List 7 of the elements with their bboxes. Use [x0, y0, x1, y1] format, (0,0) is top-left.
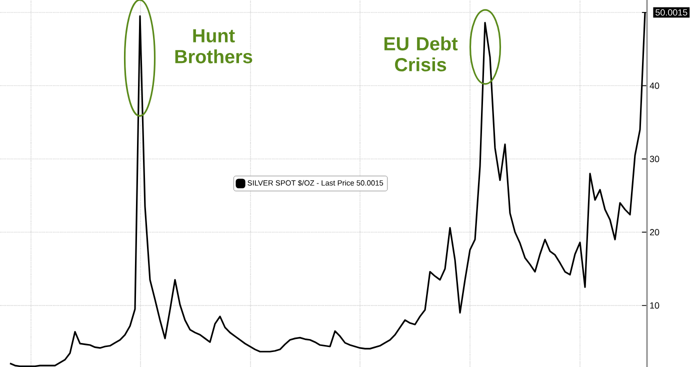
y-tick-label: 40	[650, 82, 660, 89]
annotation: Hunt Brothers	[175, 29, 252, 64]
annotation: EU Debt Crisis	[384, 36, 458, 72]
y-tick-label: 30	[650, 156, 660, 162]
text: 50.0015	[656, 9, 688, 16]
y-tick-label: 20	[650, 229, 660, 236]
y-tick-label: 10	[650, 302, 660, 309]
